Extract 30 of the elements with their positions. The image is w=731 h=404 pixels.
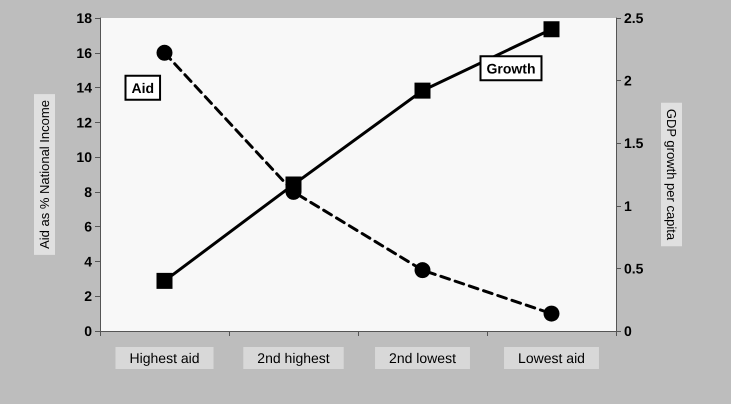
point bbox=[414, 82, 430, 99]
y-tick-label: 18 bbox=[76, 10, 92, 26]
y-tick-label: 0 bbox=[84, 323, 92, 339]
y2-tick-label: 2.5 bbox=[624, 10, 644, 26]
y-tick-label: 16 bbox=[76, 44, 92, 61]
series-label: Aid bbox=[132, 80, 154, 96]
y-tick-label: 14 bbox=[76, 80, 92, 96]
y-tick-label: 4 bbox=[84, 253, 92, 270]
y2-axis-title: GDP growth per capita bbox=[664, 108, 679, 241]
x-tick-label: 2nd lowest bbox=[389, 350, 456, 366]
y-tick-label: 8 bbox=[84, 184, 92, 200]
y-axis-title: Aid as % National Income bbox=[37, 100, 52, 249]
y2-tick-label: 0.5 bbox=[624, 260, 644, 276]
y2-tick-label: 2 bbox=[624, 72, 632, 89]
point bbox=[414, 262, 430, 278]
point bbox=[544, 306, 560, 322]
y-tick-label: 10 bbox=[76, 149, 92, 166]
y2-tick-label: 0 bbox=[624, 323, 632, 339]
point bbox=[544, 21, 560, 38]
y-tick-label: 12 bbox=[76, 114, 92, 130]
y-tick-label: 2 bbox=[84, 288, 92, 304]
y2-tick-label: 1 bbox=[624, 198, 632, 214]
x-tick-label: 2nd highest bbox=[257, 350, 330, 366]
point bbox=[156, 272, 172, 289]
series-label: Growth bbox=[486, 60, 536, 76]
y2-tick-label: 1.5 bbox=[624, 135, 644, 152]
x-tick-label: Lowest aid bbox=[518, 350, 585, 366]
point bbox=[156, 44, 172, 61]
y-tick-label: 6 bbox=[84, 218, 92, 235]
x-tick-label: Highest aid bbox=[129, 350, 200, 366]
